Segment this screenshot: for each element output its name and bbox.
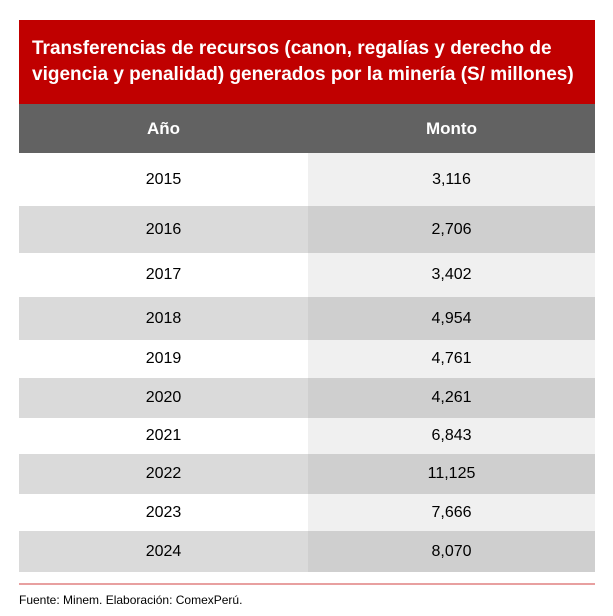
cell-year: 2019 xyxy=(19,340,308,378)
header-year: Año xyxy=(146,118,181,138)
cell-year: 2016 xyxy=(19,206,308,253)
cell-amount: 4,261 xyxy=(308,378,595,418)
cell-amount: 4,761 xyxy=(308,340,595,378)
cell-year: 2022 xyxy=(19,454,308,494)
table-row: 2022 11,125 xyxy=(19,454,595,494)
cell-amount: 8,070 xyxy=(308,531,595,572)
cell-amount: 6,843 xyxy=(308,418,595,454)
table-row: 2019 4,761 xyxy=(19,340,595,378)
cell-year: 2017 xyxy=(19,253,308,297)
cell-year: 2021 xyxy=(19,418,308,454)
header-amount: Monto xyxy=(426,118,477,138)
table-header: Año Monto xyxy=(19,104,595,153)
table-row: 2016 2,706 xyxy=(19,206,595,253)
table-row: 2017 3,402 xyxy=(19,253,595,297)
table-row: 2020 4,261 xyxy=(19,378,595,418)
cell-amount: 4,954 xyxy=(308,297,595,340)
table-row: 2018 4,954 xyxy=(19,297,595,340)
table-row: 2021 6,843 xyxy=(19,418,595,454)
table-row: 2023 7,666 xyxy=(19,494,595,531)
table-row: 2015 3,116 xyxy=(19,153,595,206)
cell-amount: 3,402 xyxy=(308,253,595,297)
cell-amount: 3,116 xyxy=(308,153,595,206)
cell-year: 2023 xyxy=(19,494,308,531)
cell-year: 2018 xyxy=(19,297,308,340)
cell-amount: 7,666 xyxy=(308,494,595,531)
table-body: 2015 3,116 2016 2,706 2017 3,402 2018 4,954 2019… xyxy=(19,153,595,572)
table-row: 2024 8,070 xyxy=(19,531,595,572)
cell-year: 2020 xyxy=(19,378,308,418)
cell-year: 2024 xyxy=(19,531,308,572)
cell-year: 2015 xyxy=(19,153,308,206)
divider xyxy=(19,583,595,585)
table-title: Transferencias de recursos (canon, regal… xyxy=(19,20,595,104)
cell-amount: 2,706 xyxy=(308,206,595,253)
source-note: Fuente: Minem. Elaboración: ComexPerú. xyxy=(19,593,243,607)
cell-amount: 11,125 xyxy=(308,454,595,494)
